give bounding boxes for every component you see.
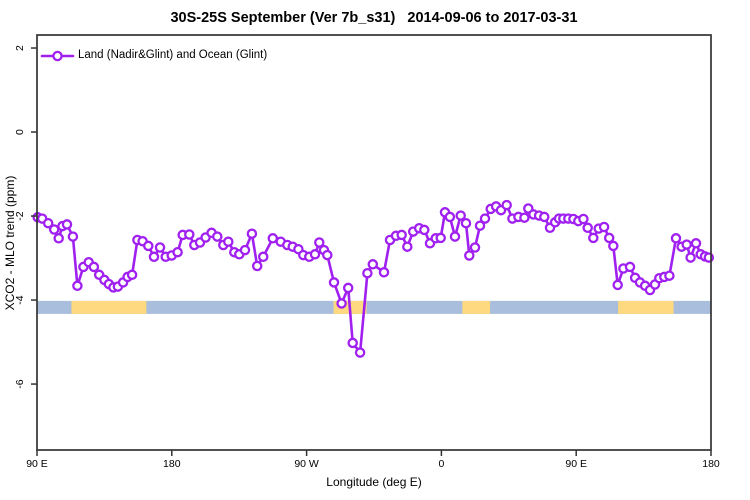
data-point [172,246,183,258]
data-point [670,233,682,244]
y-tick-label: -6 [14,379,26,388]
data-point [328,277,340,288]
data-point [664,270,675,281]
data-point [367,259,379,270]
data-point [61,219,73,230]
data-point [212,231,223,242]
coverage-band-highlight [618,300,674,314]
y-tick-label: 2 [14,45,26,51]
data-point [257,251,269,263]
data-point [435,232,446,244]
coverage-band [37,300,711,314]
y-tick-label: -4 [14,295,26,304]
data-point [42,217,54,229]
data-point [53,233,64,244]
data-point [598,221,610,233]
data-point [402,241,413,252]
data-point [469,242,481,253]
data-point [479,213,491,224]
data-point [143,240,154,252]
data-point [612,279,623,291]
data-point [309,249,321,260]
data-point [362,267,373,279]
data-point [336,298,347,309]
data-point [501,199,512,211]
y-axis-title: XCO2 - MLO trend (ppm) [3,175,17,311]
data-point [455,210,466,221]
data-point [460,217,472,229]
data-point [474,220,486,231]
x-axis-title: Longitude (deg E) [326,475,422,489]
data-point [223,236,234,247]
chart-title: 30S-25S September (Ver 7b_s31) 2014-09-0… [170,10,578,26]
data-point [681,239,692,250]
data-point [148,251,160,263]
coverage-band-highlight [71,300,147,314]
data-point [347,337,358,349]
data-point [246,228,258,239]
x-tick-label: 90 E [565,458,587,470]
data-point [354,347,366,358]
data-point [444,211,456,223]
data-point [449,231,461,242]
data-point [251,260,263,272]
x-tick-label: 90 W [294,458,319,470]
data-point [48,224,60,235]
data-point [88,261,100,273]
data-point [154,242,166,253]
x-tick-label: 180 [163,458,181,470]
data-point [685,252,696,263]
data-point [603,232,615,244]
coverage-band-highlight [462,300,491,314]
data-point [519,212,530,223]
x-tick-label: 90 E [26,458,48,470]
data-point [322,249,333,261]
data-point [378,267,390,278]
data-point [314,237,325,248]
data-point [624,261,636,273]
data-point [184,229,195,240]
plot-frame [36,34,712,451]
data-point [608,240,619,252]
data-point [539,211,550,223]
x-tick-label: 180 [702,458,720,470]
legend-label: Land (Nadir&Glint) and Ocean (Glint) [78,49,268,61]
data-point [588,232,599,244]
data-point [67,231,79,242]
data-point [419,224,430,236]
data-point [582,222,593,234]
data-point [464,250,475,261]
data-point [72,280,83,292]
legend-marker-sample [52,50,63,62]
data-point [396,229,407,241]
data-point [342,282,354,294]
x-tick-label: 0 [438,458,444,470]
data-point [126,269,138,281]
data-point [690,238,702,249]
data-point [578,213,589,225]
data-point [239,244,251,256]
y-tick-label: -2 [14,211,26,220]
y-tick-label: 0 [14,129,26,135]
